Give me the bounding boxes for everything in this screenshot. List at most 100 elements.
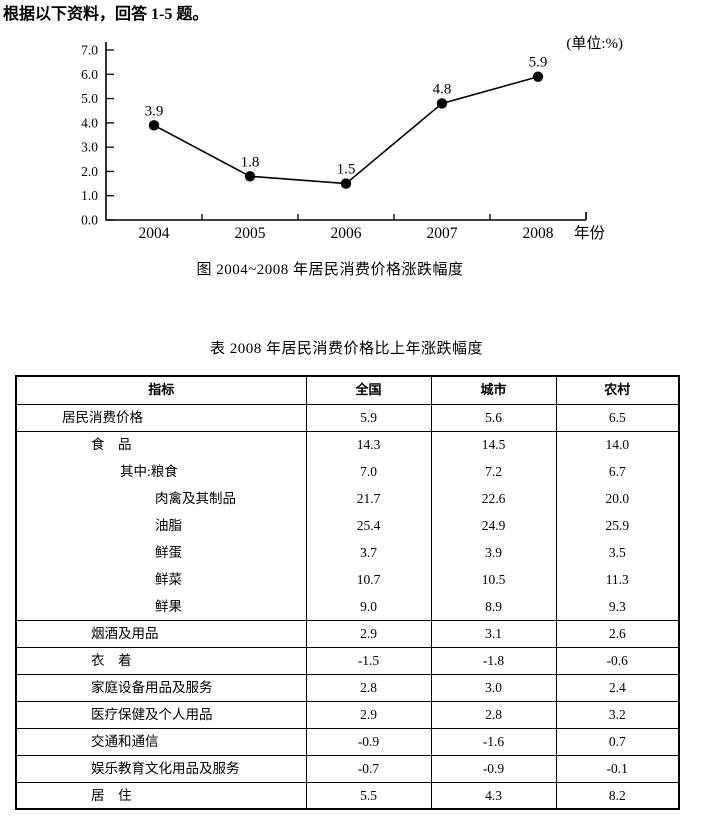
data-point [340,178,352,189]
row-label: 医疗保健及个人用品 [15,701,306,729]
table-row: 其中:粮食 7.0 7.2 6.7 [15,458,679,486]
column-header: 城市 [430,376,556,405]
cell-value: 22.6 [430,485,556,513]
table-row: 医疗保健及个人用品 2.9 2.8 3.2 [15,701,679,729]
cell-value: -0.1 [555,755,679,783]
data-point [244,171,256,182]
cell-value: 3.7 [305,539,431,567]
cell-value: 7.2 [430,458,556,486]
y-tick-label: 4.0 [81,116,98,131]
cell-value: -0.9 [305,728,431,756]
document-page: { "page": { "instruction": "根据以下资料，回答 1-… [0,5,702,818]
cell-value: 3.5 [555,539,679,567]
x-tick-label: 2008 [523,225,554,242]
data-point [436,98,448,109]
line-chart: 0.0 1.0 2.0 3.0 4.0 5.0 6.0 7.0 2004 2005 2006 2007… [81,35,623,242]
cell-value: 25.9 [555,512,679,540]
cell-value: 20.0 [555,485,679,513]
cell-value: 3.9 [430,539,556,567]
table-row: 烟酒及用品 2.9 3.1 2.6 [15,620,679,648]
data-label: 3.9 [145,103,164,119]
cell-value: 21.7 [305,485,431,513]
cell-value: 10.5 [430,566,556,594]
data-label: 4.8 [433,82,452,98]
row-label: 衣 着 [15,647,306,675]
cell-value: 0.7 [555,728,679,756]
cell-value: -1.5 [305,647,431,675]
cell-value: 25.4 [305,512,431,540]
cell-value: 3.0 [430,674,556,702]
table-row: 鲜菜 10.7 10.5 11.3 [15,566,679,594]
row-label: 娱乐教育文化用品及服务 [15,755,306,783]
cell-value: -0.7 [305,755,431,783]
data-point [148,120,160,131]
y-tick-label: 5.0 [81,91,98,106]
cell-value: 5.5 [305,782,431,810]
table-row: 家庭设备用品及服务 2.8 3.0 2.4 [15,674,679,702]
cell-value: 11.3 [555,566,679,594]
column-header: 指标 [15,376,306,405]
table-row: 食 品 14.3 14.5 14.0 [15,431,679,459]
table-row: 娱乐教育文化用品及服务 -0.7 -0.9 -0.1 [15,755,679,783]
instruction-text: 根据以下资料，回答 1-5 题。 [3,6,209,23]
row-label: 鲜果 [15,593,306,621]
cell-value: 2.6 [555,620,679,648]
cell-value: 8.2 [555,782,679,810]
cell-value: 14.5 [430,431,556,459]
table-header-row: 指标 全国 城市 农村 [15,376,679,405]
cell-value: 2.8 [430,701,556,729]
column-header: 全国 [305,376,431,405]
table-row: 交通和通信 -0.9 -1.6 0.7 [15,728,679,756]
x-axis-title: 年份 [574,224,606,242]
data-label: 1.8 [241,154,260,170]
cell-value: 8.9 [430,593,556,621]
cell-value: -0.9 [430,755,556,783]
cpi-table: 指标 全国 城市 农村 居民消费价格 5.9 5.6 6.5 食 品 14.3 14.5 14.0 其… [15,375,680,811]
cell-value: 3.1 [430,620,556,648]
x-tick-label: 2006 [331,225,362,242]
data-label: 1.5 [337,162,356,178]
x-tick-label: 2007 [427,225,458,242]
cell-value: 2.4 [555,674,679,702]
cell-value: 9.3 [555,593,679,621]
row-label: 居民消费价格 [15,404,306,432]
row-label: 鲜蛋 [15,539,306,567]
cell-value: 3.2 [555,701,679,729]
cell-value: -1.8 [430,647,556,675]
x-tick-label: 2004 [139,225,170,242]
cell-value: 14.3 [305,431,431,459]
cell-value: 4.3 [430,782,556,810]
row-label: 油脂 [15,512,306,540]
row-label: 烟酒及用品 [15,620,306,648]
table-row: 鲜蛋 3.7 3.9 3.5 [15,539,679,567]
cell-value: -0.6 [555,647,679,675]
y-tick-label: 7.0 [81,43,98,58]
cell-value: 10.7 [305,566,431,594]
row-label: 家庭设备用品及服务 [15,674,306,702]
cell-value: -1.6 [430,728,556,756]
y-tick-label: 3.0 [81,140,98,155]
row-label: 其中:粮食 [15,458,306,486]
cell-value: 24.9 [430,512,556,540]
table-row: 肉禽及其制品 21.7 22.6 20.0 [15,485,679,513]
column-header: 农村 [555,376,679,405]
table-row: 居民消费价格 5.9 5.6 6.5 [15,404,679,432]
table-row: 鲜果 9.0 8.9 9.3 [15,593,679,621]
row-label: 交通和通信 [15,728,306,756]
data-label: 5.9 [529,55,548,71]
cpi-line-chart-figure: 0.0 1.0 2.0 3.0 4.0 5.0 6.0 7.0 2004 2005 2006 2007… [40,30,702,279]
cell-value: 6.7 [555,458,679,486]
row-label: 肉禽及其制品 [15,485,306,513]
y-tick-label: 2.0 [81,164,98,179]
x-tick-label: 2005 [235,225,266,242]
cell-value: 5.9 [305,404,431,432]
chart-caption: 图 2004~2008 年居民消费价格涨跌幅度 [196,262,464,279]
table-title: 表 2008 年居民消费价格比上年涨跌幅度 [209,341,483,358]
y-tick-label: 1.0 [81,188,98,203]
row-label: 鲜菜 [15,566,306,594]
cell-value: 5.6 [430,404,556,432]
row-label: 居 住 [15,782,306,810]
cell-value: 2.8 [305,674,431,702]
cell-value: 2.9 [305,701,431,729]
row-label: 食 品 [15,431,306,459]
